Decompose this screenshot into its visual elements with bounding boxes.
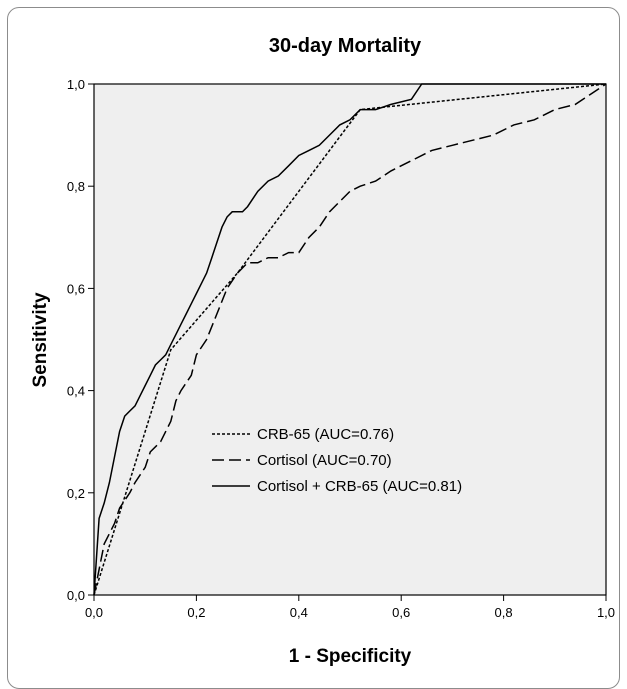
chart-title: 30-day Mortality bbox=[269, 35, 422, 57]
y-tick-label: 0,6 bbox=[67, 281, 85, 296]
series-line-2 bbox=[93, 83, 607, 596]
legend-label-3: Cortisol + CRB-65 (AUC=0.81) bbox=[257, 478, 462, 495]
series-layer bbox=[93, 83, 607, 596]
x-tick-label: 0,8 bbox=[495, 605, 513, 620]
y-tick-label: 0,2 bbox=[67, 486, 85, 501]
y-axis: 0,0 0,2 0,4 0,6 0,8 1,0 bbox=[67, 77, 94, 603]
y-tick-label: 0,0 bbox=[67, 588, 85, 603]
series-line-1 bbox=[93, 83, 607, 596]
x-axis-title: 1 - Specificity bbox=[289, 646, 412, 666]
x-tick-label: 0,0 bbox=[85, 605, 103, 620]
x-tick-label: 0,4 bbox=[290, 605, 308, 620]
plot-area bbox=[93, 83, 607, 596]
x-tick-label: 0,6 bbox=[392, 605, 410, 620]
x-axis: 0,0 0,2 0,4 0,6 0,8 1,0 bbox=[85, 595, 615, 620]
x-tick-label: 1,0 bbox=[597, 605, 615, 620]
legend-label-1: CRB-65 (AUC=0.76) bbox=[257, 426, 394, 443]
y-axis-title: Sensitivity bbox=[30, 292, 51, 387]
legend-label-2: Cortisol (AUC=0.70) bbox=[257, 452, 392, 469]
legend: CRB-65 (AUC=0.76) Cortisol (AUC=0.70) Cort… bbox=[212, 426, 462, 495]
y-tick-label: 0,8 bbox=[67, 179, 85, 194]
series-line-3 bbox=[93, 83, 606, 596]
y-tick-label: 0,4 bbox=[67, 384, 85, 399]
y-tick-label: 1,0 bbox=[67, 77, 85, 92]
roc-chart: 30-day Mortality 0,0 0,2 0,4 0,6 0,8 1,0 0,00… bbox=[30, 35, 615, 666]
x-tick-label: 0,2 bbox=[187, 605, 205, 620]
